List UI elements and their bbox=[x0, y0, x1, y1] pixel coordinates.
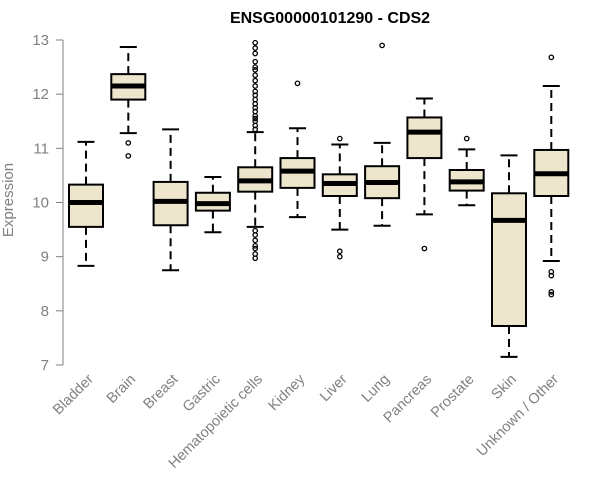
x-tick-label: Prostate bbox=[428, 372, 477, 421]
outlier-point bbox=[463, 135, 470, 142]
outlier-point bbox=[379, 42, 385, 49]
y-axis-title: Expression bbox=[0, 163, 17, 237]
outlier-point bbox=[252, 242, 259, 249]
outlier-point bbox=[125, 140, 132, 146]
x-tick-label: Unknown / Other bbox=[474, 371, 562, 459]
box-unknown-other bbox=[533, 54, 570, 298]
iqr-box bbox=[68, 183, 104, 228]
x-tick-label: Brain bbox=[104, 372, 139, 407]
outlier-point bbox=[252, 77, 259, 84]
box-breast bbox=[152, 128, 189, 272]
boxes-group bbox=[68, 39, 570, 358]
box-lung bbox=[364, 42, 401, 227]
outlier-point bbox=[252, 126, 259, 133]
y-tick-label: 7 bbox=[41, 357, 49, 374]
x-tick-label: Breast bbox=[140, 372, 181, 413]
box-liver bbox=[321, 135, 358, 260]
outlier-point bbox=[252, 112, 259, 119]
x-tick-label: Lung bbox=[359, 372, 393, 406]
outlier-point bbox=[421, 245, 428, 252]
y-axis: 7 8 9 10 11 12 13 bbox=[32, 32, 64, 374]
outlier-point bbox=[252, 255, 259, 262]
box-gastric bbox=[194, 176, 231, 234]
box-brain bbox=[110, 46, 147, 159]
x-tick-label: Skin bbox=[489, 372, 520, 403]
box-skin bbox=[491, 154, 527, 358]
outlier-point bbox=[294, 80, 301, 87]
box-pancreas bbox=[406, 97, 443, 252]
outlier-point bbox=[252, 232, 259, 238]
box-bladder bbox=[68, 140, 104, 267]
outlier-point bbox=[252, 115, 259, 122]
outlier-point bbox=[336, 253, 343, 260]
outlier-point bbox=[252, 237, 259, 244]
outlier-point bbox=[252, 50, 259, 57]
outlier-point bbox=[548, 54, 555, 61]
y-tick-label: 9 bbox=[41, 249, 49, 266]
outlier-point bbox=[125, 153, 132, 159]
box-prostate bbox=[448, 135, 485, 207]
outlier-point bbox=[336, 248, 343, 255]
box-kidney bbox=[279, 80, 316, 219]
box-hematopoietic-cells bbox=[237, 39, 274, 262]
outlier-point bbox=[252, 66, 259, 73]
x-tick-label: Bladder bbox=[50, 371, 97, 418]
y-tick-label: 8 bbox=[41, 303, 49, 320]
outlier-point bbox=[252, 64, 259, 70]
outlier-point bbox=[548, 289, 555, 295]
x-tick-label: Liver bbox=[317, 371, 351, 405]
y-tick-label: 10 bbox=[32, 195, 49, 212]
outlier-point bbox=[336, 135, 343, 142]
y-tick-label: 11 bbox=[33, 140, 49, 157]
outlier-point bbox=[548, 291, 555, 298]
x-tick-label: Kidney bbox=[266, 371, 309, 414]
y-tick-label: 13 bbox=[32, 32, 49, 49]
outlier-point bbox=[252, 58, 259, 65]
outlier-point bbox=[548, 272, 555, 279]
outlier-point bbox=[252, 83, 259, 89]
outlier-point bbox=[252, 245, 259, 252]
outlier-point bbox=[252, 39, 259, 46]
outlier-point bbox=[252, 45, 259, 51]
iqr-box bbox=[491, 192, 527, 327]
y-tick-label: 12 bbox=[32, 86, 49, 103]
chart-title: ENSG00000101290 - CDS2 bbox=[230, 10, 430, 27]
outlier-point bbox=[252, 72, 259, 79]
iqr-box bbox=[406, 116, 443, 160]
